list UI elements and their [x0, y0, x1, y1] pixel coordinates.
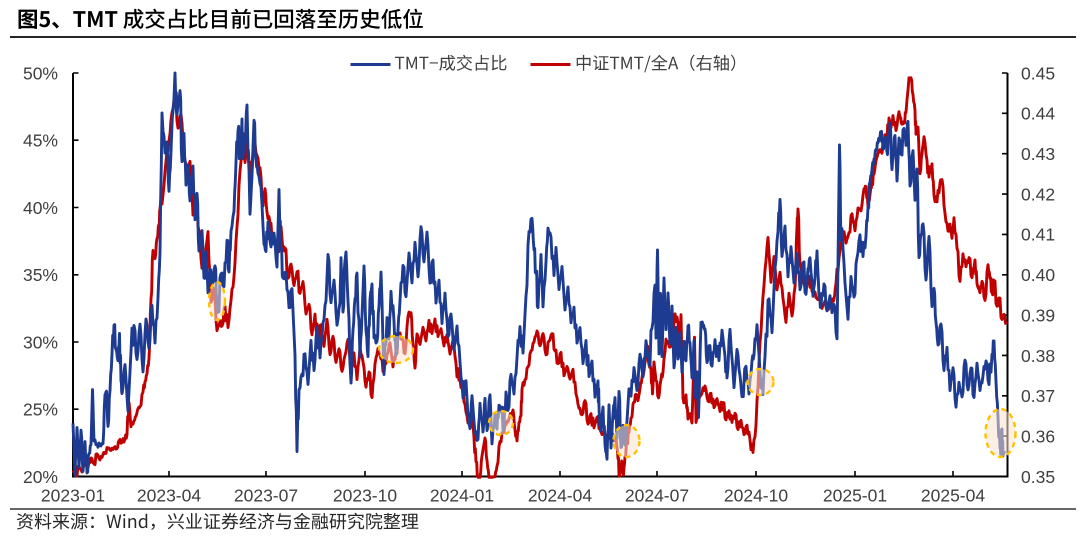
svg-text:0.42: 0.42 — [1021, 184, 1055, 204]
svg-text:40%: 40% — [23, 198, 58, 218]
svg-text:0.35: 0.35 — [1021, 467, 1055, 487]
svg-text:0.45: 0.45 — [1021, 63, 1055, 83]
svg-text:2024-01: 2024-01 — [430, 486, 494, 506]
svg-text:0.37: 0.37 — [1021, 386, 1055, 406]
svg-text:30%: 30% — [23, 332, 58, 352]
svg-text:2025-04: 2025-04 — [921, 486, 985, 506]
svg-text:2025-01: 2025-01 — [823, 486, 887, 506]
svg-text:0.40: 0.40 — [1021, 265, 1055, 285]
svg-text:0.39: 0.39 — [1021, 305, 1055, 325]
svg-text:25%: 25% — [23, 400, 58, 420]
svg-text:0.36: 0.36 — [1021, 426, 1055, 446]
svg-text:2024-04: 2024-04 — [528, 486, 592, 506]
svg-text:2023-10: 2023-10 — [333, 486, 397, 506]
svg-text:0.44: 0.44 — [1021, 104, 1055, 124]
svg-text:2023-01: 2023-01 — [41, 486, 105, 506]
svg-text:50%: 50% — [23, 63, 58, 83]
svg-text:45%: 45% — [23, 131, 58, 151]
svg-text:2023-07: 2023-07 — [234, 486, 298, 506]
svg-text:0.43: 0.43 — [1021, 144, 1055, 164]
svg-text:35%: 35% — [23, 265, 58, 285]
svg-text:0.41: 0.41 — [1021, 225, 1055, 245]
svg-text:2023-04: 2023-04 — [137, 486, 201, 506]
svg-text:0.38: 0.38 — [1021, 346, 1055, 366]
svg-text:2024-07: 2024-07 — [625, 486, 689, 506]
svg-text:20%: 20% — [23, 467, 58, 487]
svg-text:2024-10: 2024-10 — [724, 486, 788, 506]
